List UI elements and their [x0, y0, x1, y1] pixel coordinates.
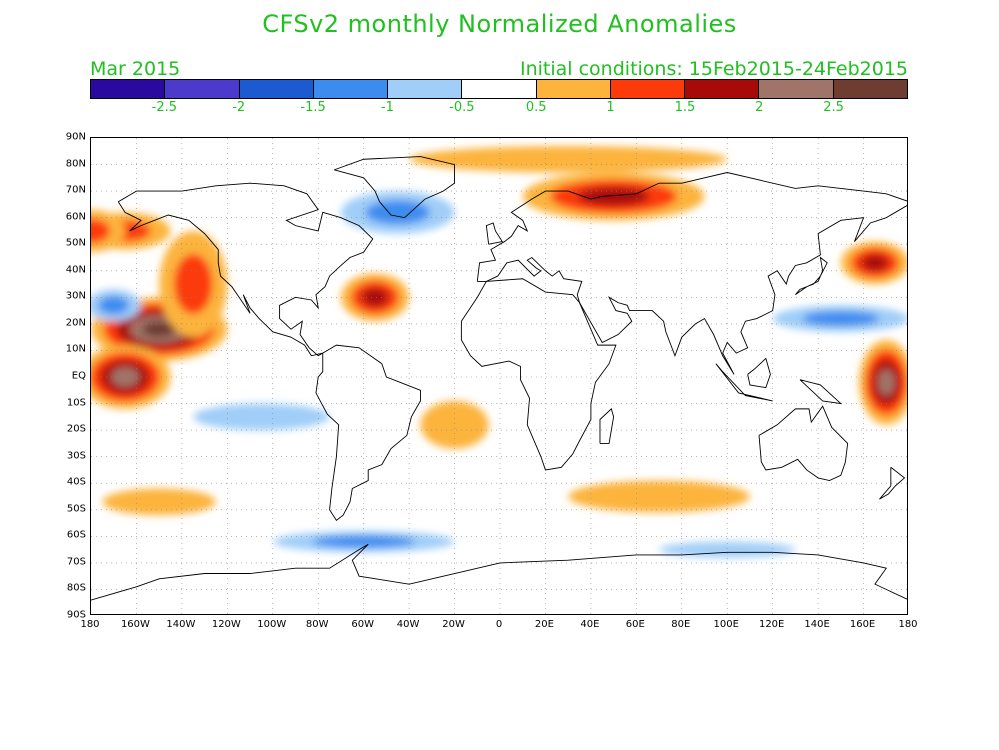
anomaly-patch: [409, 145, 728, 173]
colorbar-label: 2.5: [823, 100, 844, 115]
colorbar-segment: [536, 80, 611, 98]
lat-label: 80N: [65, 158, 86, 170]
lat-label: 90S: [66, 609, 86, 621]
lat-label: 30N: [65, 290, 86, 302]
coastline: [333, 156, 456, 219]
anomaly-patch: [312, 535, 416, 548]
lon-label: 140W: [166, 619, 196, 630]
lon-label: 120E: [758, 619, 785, 630]
lon-label: 60E: [625, 619, 645, 630]
coastline: [715, 363, 773, 402]
lat-label: 70N: [65, 184, 86, 196]
coastline: [879, 466, 906, 500]
lat-label: 10S: [66, 397, 86, 409]
colorbar-segment: [462, 80, 537, 98]
colorbar-segment: [91, 80, 166, 98]
lat-label: 50N: [65, 237, 86, 249]
lon-label: 100W: [257, 619, 287, 630]
anomaly-patch: [98, 296, 130, 315]
anomaly-patch: [568, 480, 750, 513]
colorbar-segment: [388, 80, 463, 98]
colorbar-label: -1.5: [300, 100, 326, 115]
colorbar-segment: [239, 80, 314, 98]
coastline: [747, 357, 771, 389]
coastline: [795, 256, 828, 296]
anomaly-patch: [173, 254, 213, 315]
anomaly-patch: [577, 187, 650, 206]
anomaly-patch: [142, 321, 176, 338]
lat-label: 80S: [66, 582, 86, 594]
lon-label: 60W: [351, 619, 374, 630]
anomaly-patch: [420, 400, 489, 449]
lat-label: 20N: [65, 317, 86, 329]
coastline: [460, 278, 617, 471]
anomaly-patch: [659, 541, 796, 558]
colorbar-segment: [610, 80, 686, 98]
forecast-month: Mar 2015: [90, 58, 181, 80]
coastline: [485, 222, 504, 245]
colorbar-label: 0.5: [525, 100, 547, 115]
anomaly-map: [91, 138, 907, 614]
anomaly-patch: [361, 287, 389, 307]
lat-label: 20S: [66, 423, 86, 435]
lon-label: 80W: [305, 619, 329, 630]
lat-label: EQ: [71, 370, 86, 382]
lon-label: 120W: [211, 619, 241, 630]
map-frame: [90, 137, 908, 615]
coastline: [117, 182, 374, 357]
anomaly-patch: [102, 488, 216, 516]
colorbar-label: -2.5: [151, 100, 178, 115]
anomaly-patch: [365, 200, 430, 225]
colorbar-segment: [759, 80, 834, 98]
anomaly-patch: [111, 367, 139, 387]
lat-label: 50S: [66, 503, 86, 515]
coastline: [476, 172, 907, 375]
anomaly-patch: [193, 403, 330, 431]
lon-label: 140E: [804, 619, 830, 630]
lon-label: 160W: [120, 619, 150, 630]
lat-label: 40N: [65, 264, 86, 276]
lat-label: 40S: [66, 476, 86, 488]
lon-label: 180: [898, 619, 918, 630]
colorbar: [90, 79, 908, 99]
anomaly-patch: [802, 311, 880, 327]
lon-label: 160E: [849, 619, 876, 630]
chart-title: CFSv2 monthly Normalized Anomalies: [262, 10, 737, 38]
colorbar-label: 2: [755, 100, 764, 115]
colorbar-segment: [313, 80, 389, 98]
coastline: [315, 344, 421, 522]
coastline: [599, 408, 615, 444]
colorbar-segment: [165, 80, 240, 98]
initial-conditions: Initial conditions: 15Feb2015-24Feb2015: [520, 58, 908, 80]
colorbar-segment: [685, 80, 760, 98]
coastline: [758, 405, 849, 482]
lat-label: 60S: [66, 529, 86, 541]
lon-label: 20W: [442, 619, 465, 630]
lon-label: 40W: [396, 619, 420, 630]
lat-label: 60N: [65, 211, 86, 223]
lat-label: 10N: [65, 343, 86, 355]
lat-label: 90N: [65, 131, 86, 143]
lon-label: 40E: [580, 619, 600, 630]
colorbar-label: 1.5: [674, 100, 696, 115]
lon-label: 20E: [534, 619, 554, 630]
lon-label: 100E: [713, 619, 739, 630]
colorbar-label: -2: [232, 100, 246, 115]
anomaly-patch: [91, 218, 111, 243]
lon-label: 180: [80, 619, 100, 630]
coastline: [799, 379, 843, 405]
colorbar-segment: [833, 80, 907, 98]
lat-label: 70S: [66, 556, 86, 568]
colorbar-label: -0.5: [449, 100, 475, 115]
anomaly-patch: [861, 254, 889, 272]
coastline: [91, 543, 907, 601]
lon-label: 80E: [671, 619, 691, 630]
anomaly-patch: [878, 369, 895, 396]
lon-label: 0: [495, 619, 503, 630]
colorbar-label: -1: [380, 100, 394, 115]
colorbar-label: 1: [606, 100, 615, 115]
lat-label: 30S: [66, 450, 86, 462]
